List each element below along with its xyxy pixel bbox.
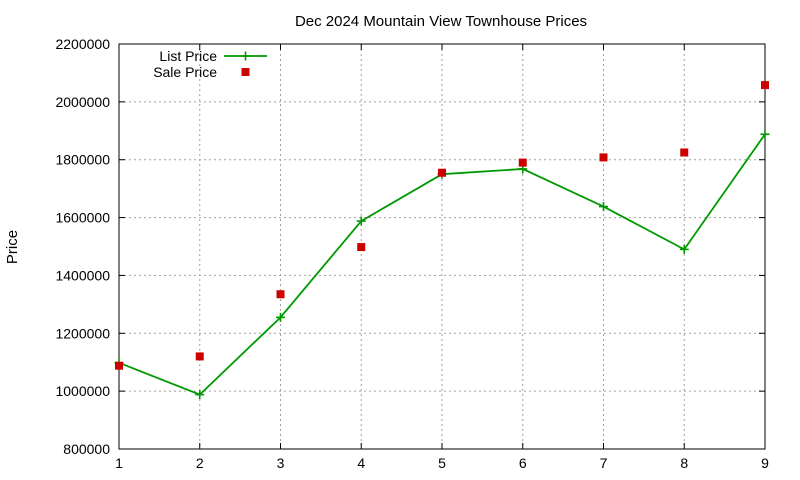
x-tick-label: 3 (277, 455, 285, 471)
y-tick-label: 1400000 (55, 267, 110, 283)
x-tick-label: 9 (761, 455, 769, 471)
y-tick-label: 1000000 (55, 383, 110, 399)
sale-price-point (599, 153, 608, 162)
sale-price-point (438, 168, 446, 177)
axis-ticks: 1 2 3 4 5 6 7 8 9 800000 1000000 1200000 1400000 1600… (55, 36, 769, 471)
list-price-point (276, 312, 285, 322)
grid (119, 44, 765, 449)
series-layer (114, 81, 770, 400)
legend-square-marker (241, 68, 250, 76)
legend-label: Sale Price (153, 64, 217, 80)
list-price-point (195, 390, 205, 400)
y-tick-label: 800000 (63, 441, 110, 457)
sale-price-point (195, 352, 204, 361)
sale-price-point (115, 361, 123, 370)
y-tick-label: 1800000 (55, 152, 110, 168)
x-tick-label: 2 (196, 455, 204, 471)
sale-price-point (518, 158, 527, 167)
legend-plus-marker (241, 51, 250, 61)
y-axis-label: Price (4, 230, 21, 264)
x-tick-label: 4 (357, 455, 365, 471)
sale-price-point (276, 290, 285, 299)
y-tick-label: 2200000 (55, 36, 110, 52)
legend-item: List Price (159, 48, 267, 64)
list-price-point (599, 202, 608, 212)
sale-price-series (115, 81, 769, 370)
x-tick-label: 8 (680, 455, 688, 471)
chart-title: Dec 2024 Mountain View Townhouse Prices (295, 13, 587, 30)
list-price-point (356, 216, 366, 226)
sale-price-point (357, 243, 366, 252)
sale-price-point (680, 148, 689, 157)
x-tick-label: 6 (519, 455, 527, 471)
list-price-point (760, 129, 770, 139)
y-tick-label: 1200000 (55, 325, 110, 341)
y-tick-label: 1600000 (55, 210, 110, 226)
legend-item: Sale Price (153, 64, 250, 80)
list-price-point (679, 244, 689, 254)
x-tick-label: 1 (115, 455, 123, 471)
sale-price-point (761, 81, 769, 90)
legend-label: List Price (159, 48, 217, 64)
x-tick-label: 7 (600, 455, 608, 471)
y-tick-label: 2000000 (55, 94, 110, 110)
x-tick-label: 5 (438, 455, 446, 471)
